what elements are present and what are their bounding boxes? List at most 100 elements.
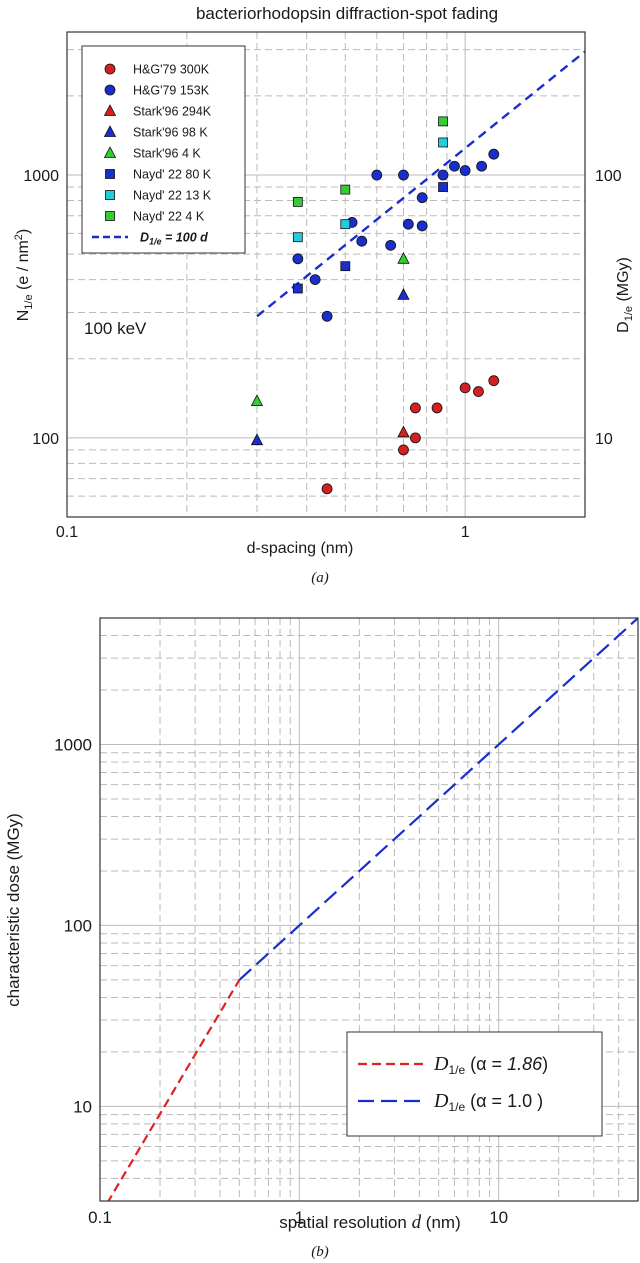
- data-point: [459, 382, 471, 394]
- data-point: [250, 394, 264, 407]
- legend-label: H&G'79 300K: [133, 63, 210, 77]
- panel-b-x-label-rest: (nm): [421, 1213, 461, 1232]
- panel-a-y-label-close: ): [15, 229, 32, 234]
- data-point: [321, 310, 333, 322]
- data-point: [402, 218, 414, 230]
- panel-b-x-axis-label: spatial resolution d (nm): [279, 1212, 460, 1233]
- panel-a-plot-frame: [66, 31, 586, 518]
- legend-label: Nayd' 22 4 K: [133, 210, 205, 224]
- data-point: [371, 169, 383, 181]
- data-point: [437, 169, 449, 181]
- panel-b-y-axis-label: characteristic dose (MGy): [4, 813, 23, 1007]
- legend-label-main: D: [433, 1053, 449, 1075]
- legend-label-open: (α =: [465, 1091, 507, 1111]
- legend-swatch-square: [105, 190, 115, 200]
- data-point: [292, 283, 303, 294]
- data-point: [438, 182, 448, 192]
- panel-a-grid: [67, 32, 585, 517]
- data-point: [488, 375, 500, 387]
- legend-label: D1/e = 100 d: [140, 231, 208, 247]
- legend-label: Stark'96 98 K: [133, 126, 208, 140]
- panel-a-y2-label-main: D: [615, 321, 632, 333]
- legend-label-sub: 1/e: [448, 1100, 465, 1114]
- legend-label: Nayd' 22 13 K: [133, 189, 212, 203]
- panel-b-lines: [107, 618, 638, 1201]
- data-point: [340, 219, 351, 230]
- panel-a-tick-labels: 0.1 1 100 1000 10 100: [23, 168, 621, 541]
- panel-b-x-tick-label: 0.1: [88, 1208, 112, 1227]
- data-point: [438, 116, 448, 127]
- legend-label-alpha: 1.86: [507, 1054, 543, 1074]
- legend-swatch-triangle: [103, 104, 117, 116]
- data-point: [292, 253, 304, 265]
- panel-a-x-tick-label: 0.1: [56, 524, 78, 541]
- data-point: [292, 232, 303, 243]
- data-point: [410, 402, 421, 414]
- legend-label: H&G'79 153K: [133, 84, 210, 98]
- panel-a-y2-axis-label: D1/e (MGy): [615, 257, 635, 333]
- data-point: [385, 239, 397, 251]
- data-point: [438, 137, 448, 148]
- legend-label-main: D: [433, 1090, 449, 1112]
- legend-label-open: (α =: [465, 1054, 507, 1074]
- panel-b-legend: D1/e (α = 1.86)D1/e (α = 1.0 ): [346, 1031, 603, 1137]
- panel-a-y-label-main: N: [15, 310, 32, 322]
- data-point: [397, 251, 410, 264]
- panel-a-y2-label-sub: 1/e: [623, 306, 635, 321]
- data-point: [321, 483, 333, 495]
- data-point: [473, 386, 484, 397]
- legend-label-close: ): [542, 1054, 548, 1074]
- panel-a-annotation: 100 keV: [84, 319, 147, 338]
- panel-a-y-label-sup: 2: [13, 234, 25, 240]
- legend-label-main: D: [140, 231, 149, 245]
- panel-a-y-label-rest: (e / nm: [15, 240, 32, 294]
- data-point: [459, 165, 471, 176]
- panel-b-caption-label: (b): [311, 1244, 329, 1260]
- panel-a: bacteriorhodopsin diffraction-spot fadin…: [13, 4, 635, 586]
- data-point: [250, 433, 264, 446]
- data-point: [397, 287, 410, 300]
- data-point: [398, 444, 409, 456]
- panel-a-y-label-sub: 1/e: [23, 294, 35, 309]
- panel-b-legend-box: [346, 1031, 603, 1137]
- line-alpha-1-0: [238, 618, 638, 981]
- line-alpha-1-86: [107, 979, 241, 1201]
- panel-a-y-tick-label: 1000: [23, 168, 59, 185]
- data-point: [292, 197, 303, 207]
- legend-label: Stark'96 294K: [133, 105, 212, 119]
- data-point: [356, 235, 368, 247]
- panel-b-x-label-italic: d: [412, 1212, 422, 1233]
- legend-label-sub: 1/e: [149, 237, 162, 247]
- panel-a-x-axis-label: d-spacing (nm): [247, 540, 354, 557]
- panel-b-y-tick-label: 10: [73, 1097, 92, 1116]
- panel-b-plot-frame: [99, 617, 639, 1202]
- legend-swatch-square: [105, 211, 115, 221]
- legend-swatch-triangle: [103, 146, 117, 158]
- legend-label: D1/e (α = 1.86): [433, 1053, 548, 1077]
- panel-a-title: bacteriorhodopsin diffraction-spot fadin…: [196, 4, 498, 23]
- legend-swatch-circle: [104, 84, 116, 96]
- legend-label: D1/e (α = 1.0 ): [433, 1090, 543, 1114]
- legend-label: Stark'96 4 K: [133, 147, 201, 161]
- panel-a-y2-label-rest: (MGy): [615, 257, 632, 306]
- data-point: [431, 402, 443, 414]
- legend-label-close: ): [537, 1091, 543, 1111]
- legend-swatch-circle: [104, 63, 116, 75]
- data-point: [397, 425, 410, 438]
- legend-swatch-square: [105, 169, 115, 179]
- data-point: [309, 274, 321, 286]
- panel-b-x-label-main: spatial resolution: [279, 1213, 411, 1232]
- panel-a-fit-line: [256, 50, 586, 318]
- data-point: [416, 192, 428, 204]
- panel-b-y-tick-label: 100: [64, 916, 92, 935]
- data-point: [398, 169, 409, 181]
- data-point: [340, 261, 351, 272]
- panel-b-x-tick-label: 10: [489, 1208, 508, 1227]
- data-point: [488, 148, 500, 160]
- panel-a-y2-tick-label: 100: [595, 168, 622, 185]
- panel-a-x-tick-label: 1: [461, 524, 470, 541]
- panel-a-y-axis-label: N1/e (e / nm2): [13, 229, 35, 322]
- legend-label-rest: = 100 d: [162, 231, 209, 245]
